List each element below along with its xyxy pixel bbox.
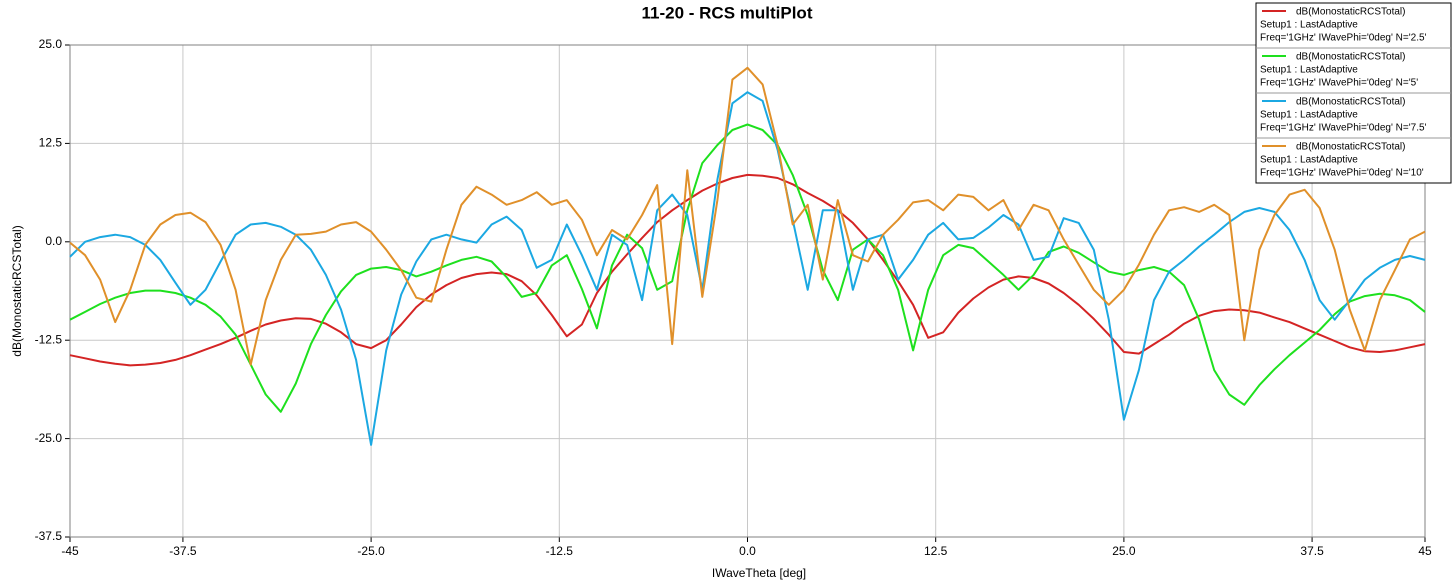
x-tick-label: 25.0	[1112, 544, 1136, 558]
legend-variation: Freq='1GHz' IWavePhi='0deg' N='5'	[1260, 78, 1418, 89]
x-tick-label: -45	[61, 544, 79, 558]
chart-title: 11-20 - RCS multiPlot	[642, 3, 813, 22]
legend-solution: Setup1 : LastAdaptive	[1260, 155, 1358, 166]
x-axis-label: IWaveTheta [deg]	[712, 566, 806, 580]
y-tick-label: -37.5	[35, 529, 63, 543]
x-tick-label: -12.5	[546, 544, 574, 558]
plot-frame	[69, 44, 1426, 538]
series-line	[69, 123, 1426, 413]
legend-solution: Setup1 : LastAdaptive	[1260, 20, 1358, 31]
legend-solution: Setup1 : LastAdaptive	[1260, 65, 1358, 76]
x-tick-label: 37.5	[1300, 544, 1324, 558]
legend: dB(MonostaticRCSTotal) Setup1 : LastAdapt…	[1255, 2, 1452, 184]
legend-label: dB(MonostaticRCSTotal)	[1296, 7, 1405, 18]
y-tick-label: 12.5	[39, 136, 63, 150]
y-tick-label: 25.0	[39, 37, 63, 51]
y-tick-label: -25.0	[35, 431, 63, 445]
x-tick-label: 0.0	[739, 544, 756, 558]
legend-solution: Setup1 : LastAdaptive	[1260, 110, 1358, 121]
x-tick-label: 45	[1418, 544, 1432, 558]
legend-variation: Freq='1GHz' IWavePhi='0deg' N='10'	[1260, 168, 1424, 179]
y-tick-label: 0.0	[45, 234, 62, 248]
legend-label: dB(MonostaticRCSTotal)	[1296, 52, 1405, 63]
series-line	[69, 173, 1426, 367]
x-tick-label: -25.0	[357, 544, 385, 558]
y-axis-label: dB(MonostaticRCSTotal)	[10, 225, 24, 356]
x-tick-label: 12.5	[924, 544, 948, 558]
legend-variation: Freq='1GHz' IWavePhi='0deg' N='7.5'	[1260, 123, 1427, 134]
legend-variation: Freq='1GHz' IWavePhi='0deg' N='2.5'	[1260, 33, 1427, 44]
legend-label: dB(MonostaticRCSTotal)	[1296, 142, 1405, 153]
series-line	[69, 66, 1426, 366]
legend-label: dB(MonostaticRCSTotal)	[1296, 97, 1405, 108]
y-tick-label: -12.5	[35, 332, 63, 346]
x-tick-label: -37.5	[169, 544, 197, 558]
